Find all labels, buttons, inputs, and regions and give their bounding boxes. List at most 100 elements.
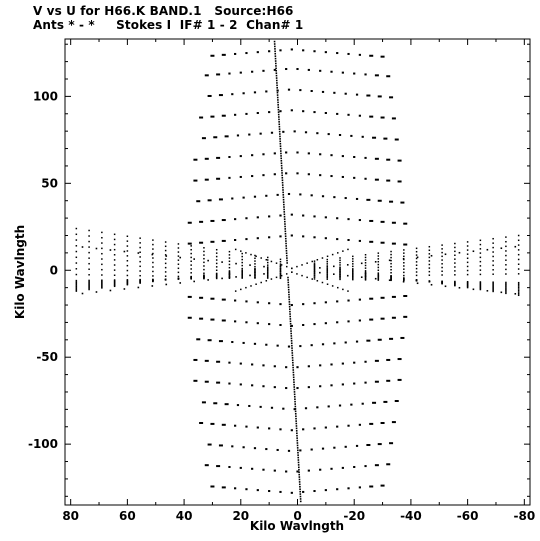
uv-point <box>352 278 354 281</box>
uv-point <box>336 300 339 303</box>
uv-point <box>319 364 322 367</box>
uv-point <box>403 315 408 318</box>
uv-point <box>372 401 377 404</box>
uv-point <box>299 498 302 500</box>
uv-point <box>126 250 129 252</box>
uv-point <box>364 254 367 256</box>
x-tick-label: -40 <box>400 509 422 523</box>
uv-point <box>355 197 359 200</box>
uv-point <box>380 484 385 487</box>
uv-point <box>466 265 469 268</box>
uv-point <box>101 236 103 239</box>
uv-point <box>344 445 347 448</box>
uv-point <box>278 130 281 133</box>
uv-point <box>353 72 356 75</box>
uv-point <box>479 273 482 276</box>
uv-point <box>152 248 154 250</box>
uv-point <box>517 288 520 290</box>
uv-point <box>187 221 192 224</box>
uv-point <box>352 269 354 272</box>
uv-point <box>333 446 336 449</box>
uv-point <box>364 275 367 277</box>
uv-point <box>274 55 277 57</box>
uv-point <box>339 277 341 279</box>
uv-point <box>193 158 198 161</box>
uv-point <box>254 273 256 276</box>
uv-point <box>277 99 279 101</box>
uv-point <box>505 287 507 289</box>
uv-point <box>250 253 252 256</box>
uv-point <box>313 278 316 280</box>
uv-point <box>216 156 221 159</box>
uv-point <box>397 358 402 361</box>
uv-point <box>215 259 218 261</box>
uv-point <box>344 92 347 95</box>
uv-point <box>101 242 103 244</box>
uv-point <box>299 89 302 92</box>
uv-point <box>492 282 494 285</box>
uv-point <box>101 287 103 289</box>
uv-point <box>295 427 298 430</box>
uv-point <box>336 425 339 428</box>
uv-point <box>492 289 494 292</box>
uv-point <box>326 255 329 258</box>
uv-point <box>352 258 354 260</box>
uv-point <box>342 250 344 252</box>
uv-point <box>288 293 290 296</box>
uv-point <box>282 198 285 201</box>
uv-point <box>441 270 443 273</box>
y-axis-label: Kilo Wavlngth <box>13 225 27 319</box>
uv-point <box>352 275 354 277</box>
uv-point <box>364 381 367 384</box>
uv-point <box>296 447 299 449</box>
uv-point <box>265 258 268 261</box>
uv-point <box>75 268 78 270</box>
uv-point <box>454 262 456 264</box>
uv-point <box>88 257 90 259</box>
uv-point <box>215 255 218 258</box>
uv-point <box>204 464 209 467</box>
uv-point <box>262 174 265 177</box>
uv-point <box>364 177 367 180</box>
uv-point <box>164 262 167 265</box>
uv-point <box>296 444 299 447</box>
uv-point <box>256 426 259 429</box>
uv-point <box>282 186 284 189</box>
uv-point <box>369 54 374 57</box>
uv-point <box>403 255 405 258</box>
uv-point <box>241 272 243 274</box>
uv-point <box>321 195 325 198</box>
uv-point <box>295 415 297 418</box>
uv-point <box>290 491 293 494</box>
uv-point <box>242 341 245 344</box>
uv-point <box>268 302 271 305</box>
uv-point <box>255 255 257 258</box>
uv-point <box>341 466 344 469</box>
uv-point <box>239 71 242 74</box>
uv-point <box>241 273 243 275</box>
uv-point <box>242 446 245 449</box>
uv-point <box>241 261 243 264</box>
uv-point <box>466 253 469 255</box>
uv-point <box>313 50 316 53</box>
uv-point <box>355 93 359 96</box>
uv-point <box>444 285 447 288</box>
uv-point <box>248 404 251 407</box>
uv-point <box>203 254 205 256</box>
uv-point <box>101 274 103 276</box>
uv-point <box>290 213 293 216</box>
uv-point <box>245 488 248 491</box>
uv-point <box>266 267 269 270</box>
uv-point <box>242 92 245 95</box>
uv-point <box>113 284 116 287</box>
uv-point <box>353 155 356 158</box>
uv-point <box>279 258 282 261</box>
uv-point <box>216 381 221 384</box>
uv-point <box>374 380 379 383</box>
uv-point <box>215 269 218 272</box>
uv-point <box>204 359 209 362</box>
uv-point <box>302 323 305 326</box>
uv-point <box>88 284 90 286</box>
uv-point <box>299 345 302 348</box>
uv-point <box>277 113 280 116</box>
